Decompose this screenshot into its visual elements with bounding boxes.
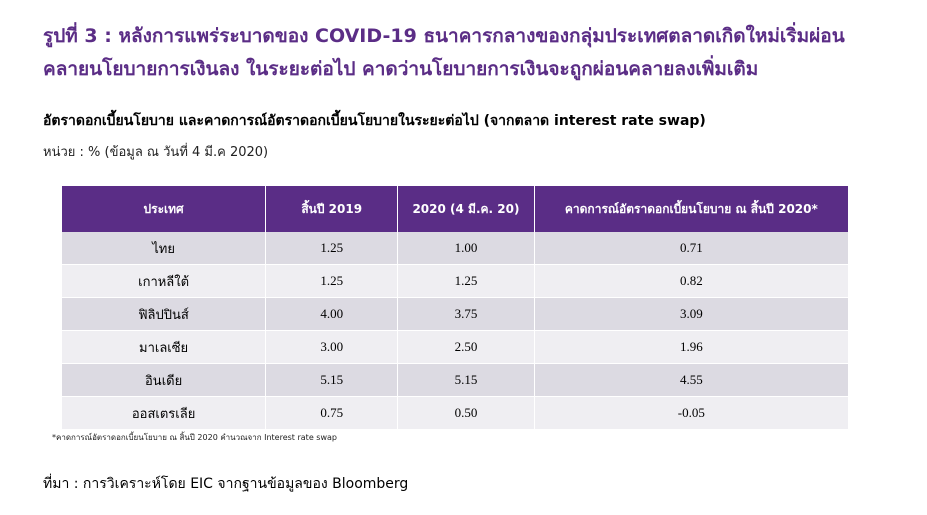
source-note: ที่มา : การวิเคราะห์โดย EIC จากฐานข้อมูล…: [43, 476, 409, 492]
cell-country: อินเดีย: [62, 363, 267, 397]
cell-country: มาเลเซีย: [62, 330, 267, 364]
cell-2020-current: 1.25: [397, 264, 535, 298]
table-row: ฟิลิปปินส์ 4.00 3.75 3.09: [62, 297, 848, 331]
table-row: อินเดีย 5.15 5.15 4.55: [62, 363, 848, 397]
cell-2020-current: 5.15: [397, 363, 535, 397]
table-row: มาเลเซีย 3.00 2.50 1.96: [62, 330, 848, 364]
cell-end-2019: 1.25: [265, 264, 399, 298]
cell-country: ฟิลิปปินส์: [62, 297, 267, 331]
title-line-2: คลายนโยบายการเงินลง ในระยะต่อไป คาดว่านโ…: [43, 58, 759, 80]
cell-end-2019: 5.15: [265, 363, 399, 397]
title-line-1: รูปที่ 3 : หลังการแพร่ระบาดของ COVID-19 …: [43, 25, 845, 47]
cell-forecast-2020: 3.09: [534, 297, 848, 331]
cell-forecast-2020: 4.55: [534, 363, 848, 397]
table-header-row: ประเทศ สิ้นปี 2019 2020 (4 มี.ค. 20) คาด…: [62, 186, 848, 232]
cell-country: ออสเตรเลีย: [62, 396, 267, 430]
column-header-2020-current: 2020 (4 มี.ค. 20): [397, 186, 535, 232]
policy-rate-table: ประเทศ สิ้นปี 2019 2020 (4 มี.ค. 20) คาด…: [62, 186, 848, 430]
cell-country: ไทย: [62, 232, 267, 265]
cell-2020-current: 3.75: [397, 297, 535, 331]
cell-forecast-2020: 0.71: [534, 232, 848, 265]
cell-2020-current: 0.50: [397, 396, 535, 430]
cell-forecast-2020: -0.05: [534, 396, 848, 430]
cell-2020-current: 2.50: [397, 330, 535, 364]
cell-end-2019: 0.75: [265, 396, 399, 430]
table-footnote: *คาดการณ์อัตราดอกเบี้ยนโยบาย ณ สิ้นปี 20…: [52, 433, 337, 442]
column-header-end-2019: สิ้นปี 2019: [265, 186, 399, 232]
cell-forecast-2020: 1.96: [534, 330, 848, 364]
table-row: เกาหลีใต้ 1.25 1.25 0.82: [62, 264, 848, 298]
column-header-forecast-2020: คาดการณ์อัตราดอกเบี้ยนโยบาย ณ สิ้นปี 202…: [534, 186, 848, 232]
cell-2020-current: 1.00: [397, 232, 535, 265]
table-row: ออสเตรเลีย 0.75 0.50 -0.05: [62, 396, 848, 430]
chart-title: รูปที่ 3 : หลังการแพร่ระบาดของ COVID-19 …: [43, 20, 913, 86]
unit-note: หน่วย : % (ข้อมูล ณ วันที่ 4 มี.ค 2020): [43, 145, 269, 160]
chart-subtitle: อัตราดอกเบี้ยนโยบาย และคาดการณ์อัตราดอกเ…: [43, 113, 706, 129]
cell-end-2019: 4.00: [265, 297, 399, 331]
cell-end-2019: 1.25: [265, 232, 399, 265]
cell-forecast-2020: 0.82: [534, 264, 848, 298]
table-row: ไทย 1.25 1.00 0.71: [62, 232, 848, 265]
cell-country: เกาหลีใต้: [62, 264, 267, 298]
cell-end-2019: 3.00: [265, 330, 399, 364]
column-header-country: ประเทศ: [62, 186, 267, 232]
